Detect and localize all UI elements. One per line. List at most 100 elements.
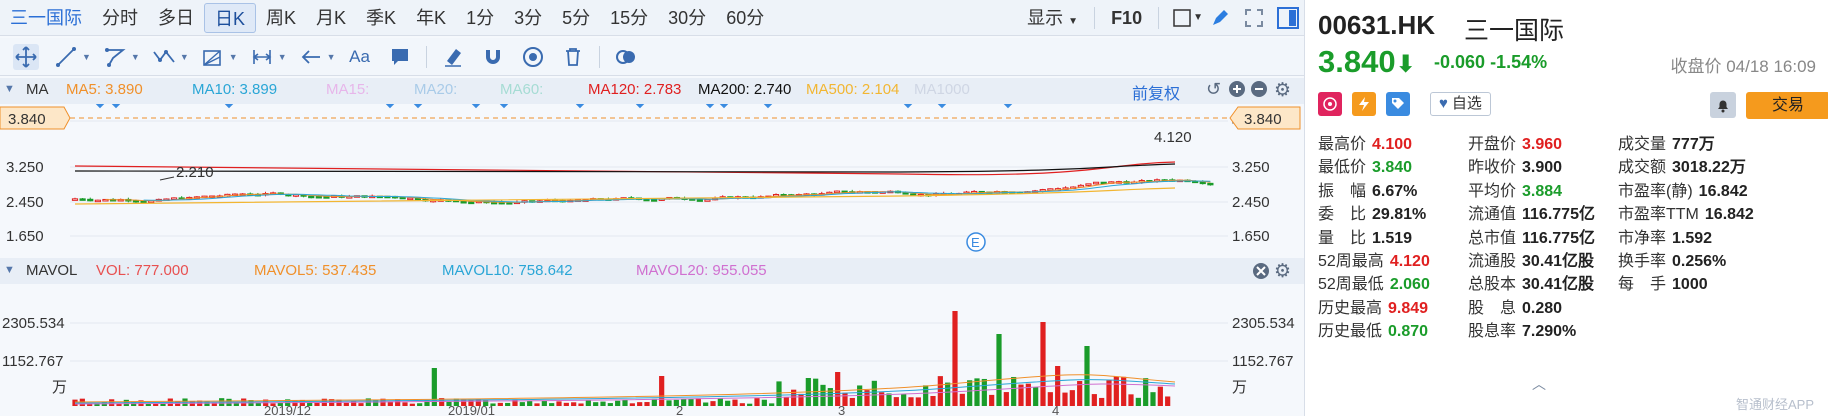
line-tool-caret-icon[interactable]: ▼ (82, 51, 91, 62)
visibility-eye-icon[interactable] (520, 44, 546, 70)
pen-icon[interactable] (1209, 7, 1231, 29)
event-marker[interactable] (385, 104, 395, 109)
event-marker[interactable] (499, 104, 509, 109)
layout-box-icon[interactable] (1171, 7, 1193, 29)
event-marker[interactable] (719, 104, 729, 109)
period-tab[interactable]: 日K (204, 2, 257, 33)
gann-tool-icon[interactable] (200, 44, 226, 70)
period-tab[interactable]: 30分 (668, 7, 707, 28)
layout-caret-icon[interactable]: ▼ (1193, 12, 1203, 23)
arrow-tool-icon[interactable] (298, 44, 324, 70)
quote-stat-value: 0.256% (1672, 253, 1727, 270)
volume-settings-gear-icon[interactable]: ⚙ (1274, 261, 1292, 282)
candlestick-chart[interactable]: 4.0504.0503.2503.2502.4502.4501.6501.650… (0, 104, 1305, 256)
quote-stat: 股 息 0.280 (1468, 294, 1562, 318)
event-marker[interactable] (471, 104, 481, 109)
adjust-mode-button[interactable]: 前复权 (1132, 86, 1181, 103)
event-marker[interactable] (95, 104, 105, 109)
fullscreen-icon[interactable] (1243, 7, 1265, 29)
event-e-label: E (971, 235, 980, 250)
polyline-tool-icon[interactable] (102, 44, 128, 70)
wave-tool-caret-icon[interactable]: ▼ (179, 51, 189, 62)
alert-bell-icon[interactable] (1710, 92, 1736, 118)
sidebar-toggle-icon[interactable] (1277, 6, 1299, 29)
stock-name-tab[interactable]: 三一国际 (10, 7, 82, 28)
zoom-in-icon[interactable] (1228, 80, 1246, 102)
event-marker[interactable] (575, 104, 585, 109)
display-menu-button[interactable]: 显示 ▼ (1027, 7, 1079, 28)
expand-chevron-icon[interactable]: ︿ (1532, 376, 1546, 392)
gann-tool-caret-icon[interactable]: ▼ (228, 51, 238, 62)
period-tab[interactable]: 多日 (158, 7, 194, 28)
period-tab[interactable]: 60分 (726, 7, 765, 28)
volume-bar (490, 403, 496, 406)
volume-bar (937, 376, 943, 406)
tag-icon[interactable] (1386, 92, 1410, 116)
measure-tool-icon[interactable] (249, 44, 275, 70)
candle (651, 199, 658, 202)
event-marker[interactable] (1003, 104, 1013, 109)
collapse-chevron-icon[interactable]: ▼ (4, 83, 15, 95)
line-tool-icon[interactable] (53, 44, 79, 70)
event-marker[interactable] (937, 104, 947, 109)
trade-button[interactable]: 交易 (1746, 92, 1828, 119)
volume-bar (893, 397, 899, 406)
move-cross-icon[interactable] (13, 43, 39, 70)
volume-chart[interactable]: 2305.534 2305.534 1152.767 1152.767 万 万 2019/1… (0, 284, 1305, 416)
period-tab[interactable]: 3分 (514, 7, 543, 28)
period-tab[interactable]: 周K (266, 7, 297, 28)
add-watchlist-button[interactable]: ♥ 自选 (1430, 92, 1491, 116)
arrow-tool-caret-icon[interactable]: ▼ (326, 51, 336, 62)
quote-stat: 流通股 30.41亿股 (1468, 247, 1594, 271)
volume-bar (974, 378, 980, 406)
magnet-icon[interactable] (480, 44, 506, 70)
volume-collapse-chevron-icon[interactable]: ▼ (4, 264, 15, 276)
volume-bar (439, 398, 445, 406)
period-tab[interactable]: 年K (416, 7, 447, 28)
text-tool[interactable]: Aa (349, 46, 370, 66)
event-marker[interactable] (413, 104, 423, 109)
ma-legend-item: MA120: 2.783 (588, 81, 682, 98)
period-tab[interactable]: 1分 (466, 7, 495, 28)
candle (704, 199, 711, 202)
eraser-icon[interactable] (440, 44, 466, 70)
ma-line (143, 180, 1211, 203)
volume-bar (835, 372, 841, 406)
period-tab[interactable]: 5分 (562, 7, 591, 28)
wave-tool-icon[interactable] (151, 44, 177, 70)
hk-flag-icon (1318, 92, 1342, 116)
period-tab[interactable]: 分时 (102, 7, 138, 28)
ma-legend-item: MA500: 2.104 (806, 81, 900, 98)
event-marker[interactable] (763, 104, 773, 109)
event-marker[interactable] (111, 104, 121, 109)
volume-bar (549, 403, 555, 406)
volume-bar (981, 378, 987, 406)
period-tab[interactable]: 月K (316, 7, 347, 28)
lightning-icon[interactable] (1352, 92, 1376, 116)
volume-close-icon[interactable] (1252, 262, 1270, 284)
quote-stat-label: 流通股 (1468, 253, 1517, 270)
quote-stat-label: 最低价 (1318, 159, 1367, 177)
event-marker[interactable] (705, 104, 715, 109)
event-marker[interactable] (903, 104, 913, 109)
undo-icon[interactable]: ↺ (1206, 79, 1222, 99)
high-price-label: 4.120 (1154, 129, 1192, 146)
period-tab[interactable]: 15分 (610, 7, 649, 28)
comment-tool-icon[interactable] (387, 44, 413, 70)
event-marker[interactable] (224, 104, 234, 109)
measure-tool-caret-icon[interactable]: ▼ (277, 51, 287, 62)
quote-stat-value: 30.41亿股 (1522, 253, 1595, 270)
trash-icon[interactable] (560, 44, 586, 70)
candle (399, 196, 406, 200)
volume-bar (468, 399, 474, 406)
quote-stat-label: 成交额 (1618, 159, 1667, 177)
compare-icon[interactable] (613, 44, 639, 70)
event-e-icon[interactable] (966, 232, 986, 252)
ma-settings-gear-icon[interactable]: ⚙ (1274, 80, 1292, 101)
f10-button[interactable]: F10 (1111, 7, 1143, 28)
polyline-tool-caret-icon[interactable]: ▼ (130, 51, 140, 62)
zoom-out-icon[interactable] (1250, 80, 1268, 102)
quote-stat-label: 平均价 (1468, 182, 1517, 200)
period-tab[interactable]: 季K (366, 7, 397, 28)
event-marker[interactable] (635, 104, 645, 109)
